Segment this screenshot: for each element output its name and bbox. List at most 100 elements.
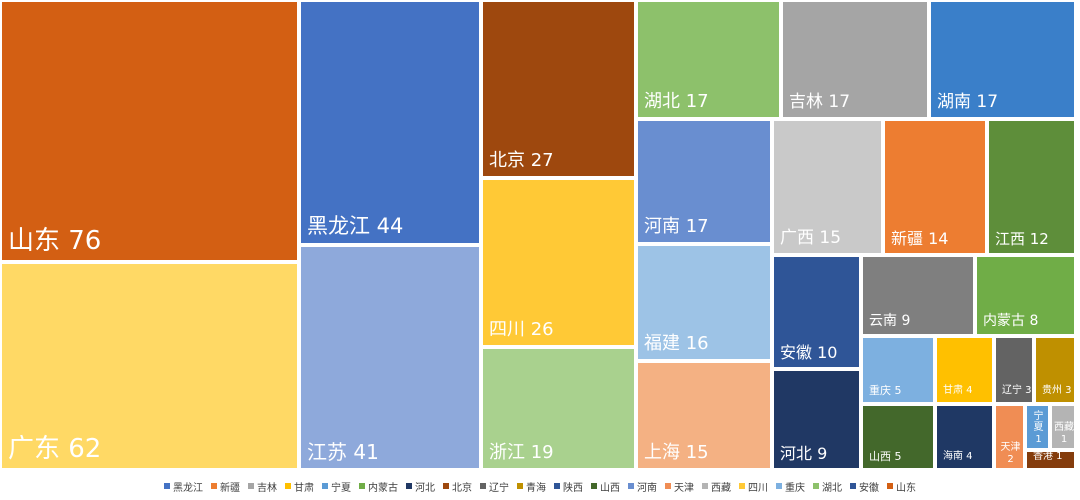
- tile-label: 江西 12: [995, 230, 1049, 248]
- tile-label: 吉林 17: [789, 92, 851, 112]
- legend-swatch: [628, 483, 634, 489]
- treemap-tile: 贵州 3: [1034, 336, 1076, 404]
- tile-label: 内蒙古 8: [983, 313, 1039, 329]
- tile-label: 海南 4: [943, 451, 973, 462]
- legend-swatch: [480, 483, 486, 489]
- legend-swatch: [164, 483, 170, 489]
- legend-swatch: [739, 483, 745, 489]
- legend-swatch: [702, 483, 708, 489]
- legend-item: 吉林: [248, 479, 277, 494]
- legend-swatch: [665, 483, 671, 489]
- treemap-tile: 山东 76: [0, 0, 299, 262]
- legend-item: 山西: [591, 479, 620, 494]
- treemap-tile: 宁夏 1: [1025, 404, 1050, 450]
- tile-label: 广东 62: [8, 434, 102, 464]
- legend-item: 河北: [406, 479, 435, 494]
- legend-swatch: [776, 483, 782, 489]
- legend-label: 天津: [674, 482, 694, 494]
- legend-label: 青海: [526, 482, 546, 494]
- legend-item: 甘肃: [285, 479, 314, 494]
- treemap-tile: 黑龙江 44: [299, 0, 481, 245]
- legend-label: 吉林: [257, 482, 277, 494]
- legend-item: 安徽: [850, 479, 879, 494]
- legend-swatch: [813, 483, 819, 489]
- treemap-tile: 四川 26: [481, 178, 636, 347]
- tile-label: 河南 17: [644, 216, 709, 237]
- legend-item: 四川: [739, 479, 768, 494]
- chart-legend: 黑龙江 新疆 吉林 甘肃 宁夏 内蒙古 河北 北京 辽宁 青海 陕西 山西 河南 天津 西藏 四川 重庆 湖北 安徽…: [0, 476, 1080, 496]
- legend-item: 北京: [443, 479, 472, 494]
- legend-swatch: [517, 483, 523, 489]
- legend-swatch: [554, 483, 560, 489]
- tile-label: 云南 9: [869, 313, 911, 329]
- legend-swatch: [406, 483, 412, 489]
- tile-label: 西藏 1: [1054, 422, 1074, 445]
- tile-label: 上海 15: [644, 442, 709, 463]
- legend-label: 西藏: [711, 482, 731, 494]
- tile-label: 重庆 5: [869, 384, 902, 397]
- legend-label: 安徽: [859, 482, 879, 494]
- treemap-tile: 云南 9: [861, 255, 975, 336]
- legend-label: 黑龙江: [173, 482, 203, 494]
- treemap-tile: 河南 17: [636, 119, 772, 244]
- treemap-tile: 安徽 10: [772, 255, 861, 369]
- tile-label: 贵州 3: [1042, 385, 1072, 396]
- legend-label: 宁夏: [331, 482, 351, 494]
- tile-label: 香港 1: [1033, 451, 1063, 462]
- legend-item: 天津: [665, 479, 694, 494]
- treemap-tile: 上海 15: [636, 361, 772, 470]
- legend-item: 辽宁: [480, 479, 509, 494]
- treemap-chart: 山东 76 广东 62 黑龙江 44 江苏 41 北京 27 四川 26 浙江 19 湖北 1…: [0, 0, 1076, 470]
- treemap-tile: 山西 5: [861, 404, 935, 470]
- legend-item: 黑龙江: [164, 479, 203, 494]
- tile-label: 四川 26: [489, 319, 554, 340]
- tile-label: 安徽 10: [780, 343, 838, 362]
- tile-label: 甘肃 4: [943, 385, 973, 396]
- tile-label: 浙江 19: [489, 442, 554, 463]
- legend-item: 陕西: [554, 479, 583, 494]
- legend-item: 宁夏: [322, 479, 351, 494]
- legend-label: 河南: [637, 482, 657, 494]
- legend-item: 河南: [628, 479, 657, 494]
- treemap-tile: 香港 1: [1025, 450, 1076, 470]
- treemap-tile: 海南 4: [935, 404, 994, 470]
- treemap-tile: 重庆 5: [861, 336, 935, 404]
- treemap-tile: 浙江 19: [481, 347, 636, 470]
- legend-label: 山西: [600, 482, 620, 494]
- treemap-tile: 福建 16: [636, 244, 772, 361]
- tile-label: 新疆 14: [891, 229, 949, 248]
- tile-label: 河北 9: [780, 444, 828, 463]
- legend-label: 内蒙古: [368, 482, 398, 494]
- tile-label: 福建 16: [644, 333, 709, 354]
- legend-swatch: [591, 483, 597, 489]
- treemap-tile: 北京 27: [481, 0, 636, 178]
- legend-item: 山东: [887, 479, 916, 494]
- legend-label: 甘肃: [294, 482, 314, 494]
- legend-label: 北京: [452, 482, 472, 494]
- tile-label: 山东 76: [8, 226, 102, 256]
- legend-item: 重庆: [776, 479, 805, 494]
- tile-label: 湖北 17: [644, 91, 709, 112]
- legend-item: 青海: [517, 479, 546, 494]
- legend-label: 四川: [748, 482, 768, 494]
- tile-label: 江苏 41: [307, 440, 379, 464]
- legend-swatch: [359, 483, 365, 489]
- legend-label: 新疆: [220, 482, 240, 494]
- tile-label: 北京 27: [489, 150, 554, 171]
- treemap-tile: 甘肃 4: [935, 336, 994, 404]
- legend-item: 湖北: [813, 479, 842, 494]
- legend-label: 重庆: [785, 482, 805, 494]
- legend-swatch: [248, 483, 254, 489]
- treemap-tile: 天津 2: [994, 404, 1025, 470]
- legend-label: 山东: [896, 482, 916, 494]
- treemap-tile: 河北 9: [772, 369, 861, 470]
- tile-label: 黑龙江 44: [307, 214, 404, 238]
- tile-label: 湖南 17: [937, 92, 999, 112]
- treemap-tile: 内蒙古 8: [975, 255, 1076, 336]
- legend-label: 辽宁: [489, 482, 509, 494]
- legend-label: 河北: [415, 482, 435, 494]
- legend-item: 西藏: [702, 479, 731, 494]
- treemap-tile: 吉林 17: [781, 0, 929, 119]
- treemap-tile: 江西 12: [987, 119, 1076, 255]
- legend-label: 陕西: [563, 482, 583, 494]
